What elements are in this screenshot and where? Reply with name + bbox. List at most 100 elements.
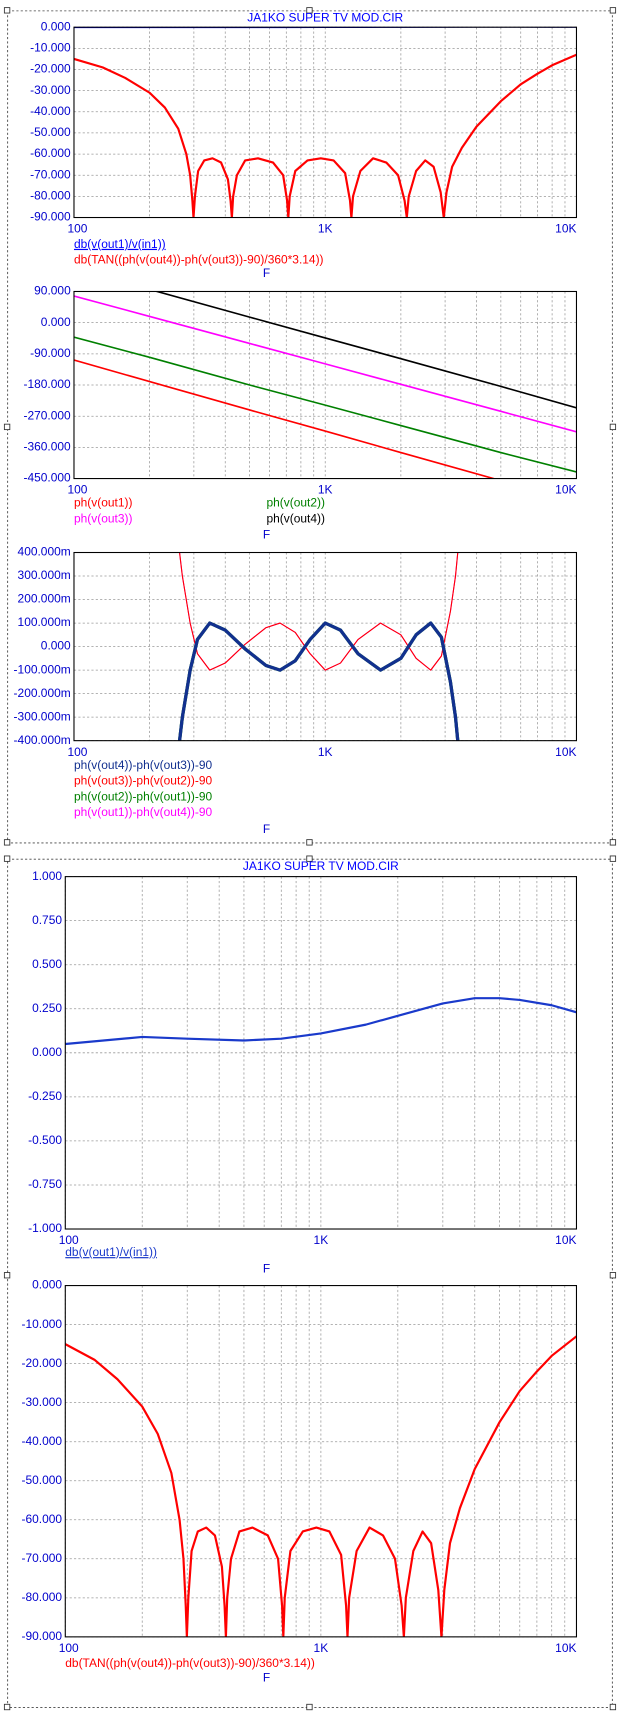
y-tick-label: -180.000 [24,377,72,391]
series-group [73,27,577,218]
x-axis-label: F [263,266,270,280]
series-line [154,291,577,409]
y-tick-label: -80.000 [21,1590,62,1604]
x-tick-label: 100 [59,1233,79,1247]
y-tick-label: 0.000 [41,19,71,33]
x-tick-label: 1K [318,483,333,497]
y-tick-label: -30.000 [21,1395,62,1409]
y-tick-label: -90.000 [30,210,71,224]
y-tick-label: 200.000m [18,592,71,606]
y-tick-label: -70.000 [30,167,71,181]
legend-entry: ph(v(out1)) [74,496,132,510]
handles [3,7,617,1711]
legend-entry: ph(v(out2))-ph(v(out1))-90 [74,789,213,803]
x-tick-label: 100 [67,745,87,759]
x-tick-label: 10K [555,745,576,759]
series-line [73,295,577,433]
y-tick-label: -300.000m [14,709,71,723]
y-tick-label: -400.000m [14,733,71,747]
plot-border [73,551,578,742]
x-tick-label: 1K [318,222,333,236]
y-tick-label: -60.000 [21,1512,62,1526]
y-tick-label: -0.750 [28,1177,62,1191]
legend-entry: db(TAN((ph(v(out4))-ph(v(out3))-90)/360*… [65,1656,315,1670]
series-line [73,53,577,218]
plot-border [73,290,578,480]
y-tick-label: -0.250 [28,1089,62,1103]
x-tick-label: 100 [67,222,87,236]
y-tick-label: -50.000 [30,125,71,139]
y-tick-label: 0.000 [41,315,71,329]
x-tick-label: 10K [555,1233,576,1247]
series-group [73,291,577,479]
y-tick-label: -40.000 [21,1434,62,1448]
plot-border [64,1285,578,1638]
legend-entry: ph(v(out3))-ph(v(out2))-90 [74,774,213,788]
y-tick-label: 90.000 [34,284,71,298]
series-line [73,336,577,473]
series-line [73,359,497,479]
y-tick-label: 0.750 [32,913,62,927]
y-tick-label: -200.000m [14,686,71,700]
legend-entry: db(v(out1)/v(in1)) [65,1245,157,1259]
y-tick-label: 0.500 [32,957,62,971]
x-axis-label: F [263,527,270,541]
legend-entry: db(TAN((ph(v(out4))-ph(v(out3))-90)/360*… [74,253,324,267]
legend-entry: ph(v(out3)) [74,511,132,525]
series-line [179,552,459,671]
legend-entry: db(v(out1)/v(in1)) [74,237,166,251]
legend-entry: ph(v(out1))-ph(v(out4))-90 [74,805,213,819]
y-tick-label: -40.000 [30,104,71,118]
series-group [65,997,577,1046]
plot-border [64,876,578,1230]
x-tick-label: 10K [555,483,576,497]
x-axis-label: F [263,1670,270,1684]
series-line [65,1335,577,1637]
chart-title: JA1KO SUPER TV MOD.CIR [243,859,399,873]
y-tick-label: 400.000m [18,545,71,559]
series-line [65,997,577,1046]
x-tick-label: 1K [318,745,333,759]
y-tick-label: -10.000 [21,1317,62,1331]
y-tick-label: 0.000 [32,1278,62,1292]
y-tick-label: -20.000 [30,62,71,76]
y-tick-label: 0.250 [32,1001,62,1015]
series-line [177,621,460,741]
y-tick-label: -50.000 [21,1473,62,1487]
y-tick-label: -1.000 [28,1221,62,1235]
x-axis-label: F [263,822,270,836]
y-tick-label: -30.000 [30,83,71,97]
y-tick-label: -100.000m [14,662,71,676]
y-tick-label: -270.000 [24,408,72,422]
y-tick-label: 0.000 [41,639,71,653]
legend-entry: ph(v(out4)) [266,511,324,525]
plot-border [73,26,578,219]
y-tick-label: -90.000 [30,346,71,360]
chart-title: JA1KO SUPER TV MOD.CIR [247,11,403,25]
x-tick-label: 100 [59,1641,79,1655]
x-axis-label: F [263,1261,270,1275]
y-tick-label: 0.000 [32,1045,62,1059]
y-tick-label: -60.000 [30,146,71,160]
series-group [177,552,460,741]
y-tick-label: 300.000m [18,568,71,582]
y-tick-label: -0.500 [28,1133,62,1147]
x-tick-label: 1K [314,1233,329,1247]
y-tick-label: -360.000 [24,440,72,454]
y-tick-label: -90.000 [21,1629,62,1643]
y-tick-label: -70.000 [21,1551,62,1565]
y-tick-label: -450.000 [24,471,72,485]
series-group [65,1335,577,1637]
x-tick-label: 10K [555,222,576,236]
y-tick-label: 1.000 [32,869,62,883]
x-tick-label: 10K [555,1641,576,1655]
y-tick-label: -10.000 [30,40,71,54]
y-tick-label: -20.000 [21,1356,62,1370]
x-tick-label: 1K [314,1641,329,1655]
y-tick-label: -80.000 [30,189,71,203]
x-tick-label: 100 [67,483,87,497]
legend-entry: ph(v(out2)) [266,496,324,510]
legend-entry: ph(v(out4))-ph(v(out3))-90 [74,758,213,772]
y-tick-label: 100.000m [18,615,71,629]
